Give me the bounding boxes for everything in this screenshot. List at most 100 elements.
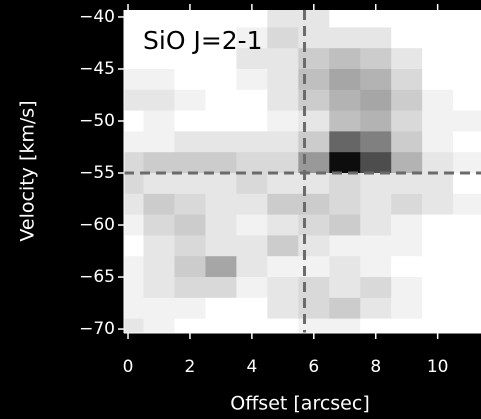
heatmap-cell [236, 68, 268, 91]
heatmap-cell [205, 131, 237, 153]
heatmap-cell [143, 193, 175, 216]
heatmap-cell [329, 173, 361, 195]
heatmap-cell [298, 152, 330, 174]
heatmap-cell [236, 152, 268, 174]
y-tick-label: −65 [79, 267, 115, 287]
heatmap-cell [453, 214, 481, 236]
heatmap-cell [143, 277, 175, 299]
heatmap-cell [124, 131, 145, 153]
heatmap-cell [236, 297, 268, 320]
heatmap-cell [124, 173, 145, 195]
heatmap-cell [143, 214, 175, 236]
heatmap-cell [143, 48, 175, 70]
heatmap-cell [174, 235, 206, 257]
heatmap-cell [391, 27, 423, 49]
heatmap-cell [205, 68, 237, 91]
heatmap-cell [391, 110, 423, 132]
x-tick-label: 8 [370, 357, 381, 377]
heatmap-cell [453, 152, 481, 174]
heatmap-cell [236, 277, 268, 299]
heatmap-cell [298, 131, 330, 153]
heatmap-cell [143, 110, 175, 132]
heatmap-cell [267, 318, 299, 333]
heatmap-cell [124, 318, 145, 333]
heatmap-cell [143, 131, 175, 153]
heatmap-cell [329, 110, 361, 132]
heatmap-cell [422, 89, 454, 112]
heatmap-cell [329, 10, 361, 28]
heatmap-cell [360, 256, 392, 278]
heatmap-cell [236, 110, 268, 132]
heatmap-cell [236, 89, 268, 112]
heatmap-cell [174, 48, 206, 70]
heatmap-cell [391, 277, 423, 299]
heatmap-cell [143, 318, 175, 333]
heatmap-cell [143, 256, 175, 278]
heatmap-cell [124, 48, 145, 70]
heatmap-cell [143, 152, 175, 174]
heatmap-cell [236, 48, 268, 70]
heatmap-cell [205, 152, 237, 174]
heatmap-cell [205, 193, 237, 216]
x-tick-label: 10 [427, 357, 449, 377]
heatmap-cell [391, 193, 423, 216]
y-tick-label: −70 [79, 319, 115, 339]
heatmap-cell [329, 214, 361, 236]
heatmap-cell [174, 110, 206, 132]
heatmap-cell [174, 318, 206, 333]
heatmap-cell [329, 89, 361, 112]
heatmap-cell [329, 297, 361, 320]
heatmap-cell [124, 235, 145, 257]
heatmap-cell [143, 297, 175, 320]
heatmap-cell [143, 89, 175, 112]
heatmap-cell [267, 277, 299, 299]
heatmap-cell [174, 256, 206, 278]
heatmap-cell [124, 10, 145, 28]
heatmap-cell [360, 297, 392, 320]
heatmap-cell [329, 68, 361, 91]
heatmap-cell [236, 173, 268, 195]
heatmap-cell [174, 173, 206, 195]
heatmap-cell [453, 256, 481, 278]
heatmap-cell [124, 68, 145, 91]
heatmap-cell [174, 152, 206, 174]
heatmap-cell [267, 214, 299, 236]
heatmap-cell [329, 318, 361, 333]
heatmap-cell [360, 68, 392, 91]
heatmap-cell [174, 68, 206, 91]
heatmap-cell [422, 131, 454, 153]
heatmap-cell [391, 173, 423, 195]
heatmap-cell [124, 297, 145, 320]
heatmap-cell [267, 193, 299, 216]
heatmap-cell [422, 235, 454, 257]
heatmap-cell [205, 318, 237, 333]
heatmap-cell [360, 277, 392, 299]
heatmap-cell [267, 68, 299, 91]
heatmap-cell [143, 235, 175, 257]
heatmap-cell [329, 48, 361, 70]
heatmap-cell [422, 110, 454, 132]
heatmap-cell [236, 214, 268, 236]
heatmap-cell [298, 89, 330, 112]
heatmap-cell [360, 173, 392, 195]
heatmap-cell [174, 277, 206, 299]
heatmap-cell [391, 89, 423, 112]
heatmap-cell [267, 297, 299, 320]
heatmap-cell [124, 152, 145, 174]
heatmap-cell [205, 48, 237, 70]
y-tick-label: −60 [79, 215, 115, 235]
x-tick-label: 2 [185, 357, 196, 377]
heatmap-cell [329, 152, 361, 174]
heatmap-cell [422, 297, 454, 320]
heatmap-cell [360, 318, 392, 333]
heatmap-cell [453, 68, 481, 91]
x-tick-label: 4 [246, 357, 257, 377]
heatmap-cell [453, 277, 481, 299]
heatmap-cell [205, 214, 237, 236]
y-tick-label: −50 [79, 111, 115, 131]
heatmap-cell [453, 27, 481, 49]
heatmap-cell [298, 256, 330, 278]
heatmap-cell [298, 235, 330, 257]
